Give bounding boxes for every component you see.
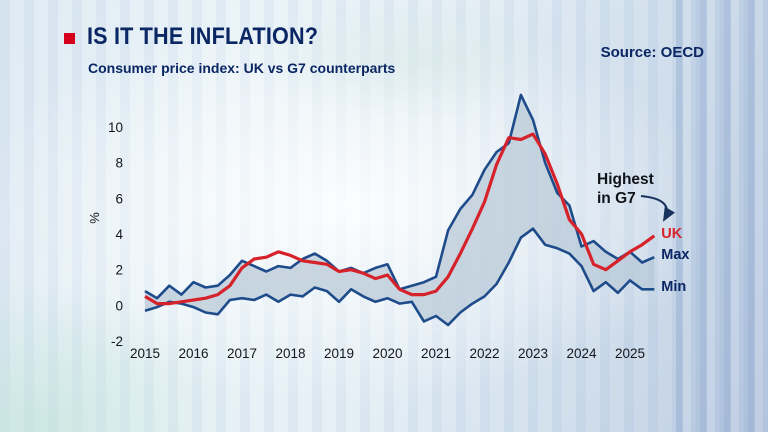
annotation-arrow-icon bbox=[640, 195, 676, 222]
chart-subtitle: Consumer price index: UK vs G7 counterpa… bbox=[88, 60, 396, 76]
background-glow bbox=[250, 0, 580, 120]
x-tick-label: 2022 bbox=[469, 346, 499, 361]
series-label-uk: UK bbox=[661, 225, 683, 242]
y-tick-label: 8 bbox=[115, 156, 123, 171]
x-tick-label: 2024 bbox=[566, 346, 597, 361]
annotation-highest-in-g7: Highest in G7 bbox=[597, 170, 677, 209]
x-tick-label: 2021 bbox=[421, 346, 451, 361]
y-tick-label: -2 bbox=[111, 334, 123, 349]
series-label-max: Max bbox=[661, 247, 690, 264]
source-credit: Source: OECD bbox=[600, 44, 704, 61]
series-label-min: Min bbox=[661, 279, 687, 296]
x-tick-label: 2025 bbox=[615, 346, 645, 361]
annotation-line1: Highest bbox=[597, 171, 654, 188]
line-uk bbox=[144, 132, 656, 306]
background-streaks bbox=[676, 0, 768, 432]
y-tick-label: 6 bbox=[115, 191, 123, 206]
x-tick-label: 2018 bbox=[275, 346, 305, 361]
annotation-line2: in G7 bbox=[597, 190, 636, 208]
x-tick-label: 2017 bbox=[227, 346, 257, 361]
band-min-max bbox=[145, 94, 655, 326]
line-min bbox=[144, 227, 655, 327]
y-tick-label: 0 bbox=[115, 298, 123, 313]
brand-square-icon bbox=[64, 33, 75, 44]
x-tick-label: 2020 bbox=[372, 346, 402, 361]
y-axis-label: % bbox=[87, 212, 102, 224]
x-tick-label: 2016 bbox=[178, 346, 208, 361]
y-tick-label: 4 bbox=[115, 227, 123, 242]
x-tick-label: 2019 bbox=[324, 346, 354, 361]
x-tick-label: 2015 bbox=[130, 346, 160, 361]
y-tick-label: 2 bbox=[115, 263, 123, 278]
x-tick-label: 2023 bbox=[518, 346, 548, 361]
y-tick-label: 10 bbox=[108, 120, 123, 135]
line-max bbox=[144, 93, 655, 300]
page-title: IS IT THE INFLATION? bbox=[87, 23, 319, 50]
